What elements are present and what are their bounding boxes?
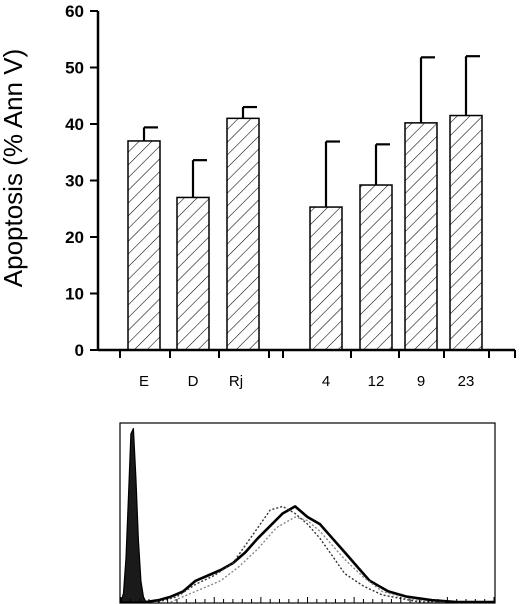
- x-tick-label-23: 23: [458, 373, 475, 390]
- x-tick-label-12: 12: [368, 373, 385, 390]
- y-tick-label: 50: [65, 59, 84, 78]
- x-tick-label-E: E: [139, 373, 149, 390]
- flow-histogram: [119, 422, 496, 604]
- y-tick-label: 30: [65, 172, 84, 191]
- x-tick-label-4: 4: [322, 373, 330, 390]
- y-tick-label: 20: [65, 228, 84, 247]
- bar-23: [449, 114, 483, 351]
- histogram-series-dotted-light: [170, 516, 432, 603]
- y-tick-label: 0: [75, 341, 84, 360]
- bar-layer: [127, 55, 483, 351]
- histogram-layer: [120, 427, 495, 604]
- bar-Rj: [226, 117, 260, 351]
- y-axis-title: Apoptosis (% Ann V): [0, 49, 28, 287]
- bar-D: [176, 196, 210, 351]
- x-tick-label-9: 9: [417, 373, 425, 390]
- bar-9: [404, 122, 438, 351]
- x-tick-label-D: D: [188, 373, 199, 390]
- histogram-frame: [119, 422, 496, 604]
- x-tick-label-Rj: Rj: [229, 373, 243, 390]
- bar-4: [309, 206, 343, 351]
- bar-12: [359, 184, 393, 351]
- y-tick-label: 40: [65, 115, 84, 134]
- bar-E: [127, 140, 161, 351]
- histogram-series-dotted-dark: [158, 505, 445, 603]
- y-tick-label: 60: [65, 2, 84, 21]
- bar-chart: Apoptosis (% Ann V) 0 10 20 30 40 50 60 E D Rj 4 12…: [0, 2, 516, 390]
- y-tick-label: 10: [65, 285, 84, 304]
- bar-axes: 0 10 20 30 40 50 60 E D Rj 4 12 9 23: [65, 2, 516, 390]
